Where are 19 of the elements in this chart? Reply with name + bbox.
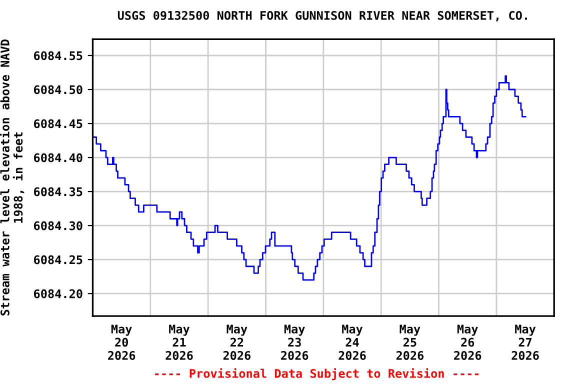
- y-tick-label: 6084.45: [34, 119, 82, 128]
- x-tick-label: May 23 2026: [281, 324, 308, 360]
- x-tick-label: May 20 2026: [108, 324, 136, 360]
- y-tick-label: 6084.30: [34, 221, 82, 230]
- x-tick-label: May 27 2026: [512, 324, 539, 360]
- y-tick-label: 6084.20: [34, 289, 82, 298]
- x-tick-label: May 25 2026: [396, 324, 424, 360]
- x-tick-label: May 24 2026: [338, 324, 366, 360]
- text: ---- Provisional Data Subject to Revision ----: [155, 368, 479, 380]
- y-axis-title: Stream water level elevation above NAVD 1988, in feet: [0, 40, 24, 316]
- y-tick-label: 6084.55: [34, 51, 82, 60]
- x-tick-label: May 22 2026: [223, 324, 250, 360]
- y-tick-label: 6084.35: [34, 187, 82, 196]
- y-tick-label: 6084.50: [34, 85, 82, 94]
- y-tick-label: 6084.40: [34, 153, 82, 162]
- chart-title: USGS 09132500 NORTH FORK GUNNISON RIVER NEAR SOMERSET, CO.: [118, 10, 527, 22]
- x-tick-label: May 26 2026: [454, 324, 482, 360]
- x-tick-label: May 21 2026: [166, 324, 193, 360]
- y-tick-label: 6084.25: [34, 255, 82, 264]
